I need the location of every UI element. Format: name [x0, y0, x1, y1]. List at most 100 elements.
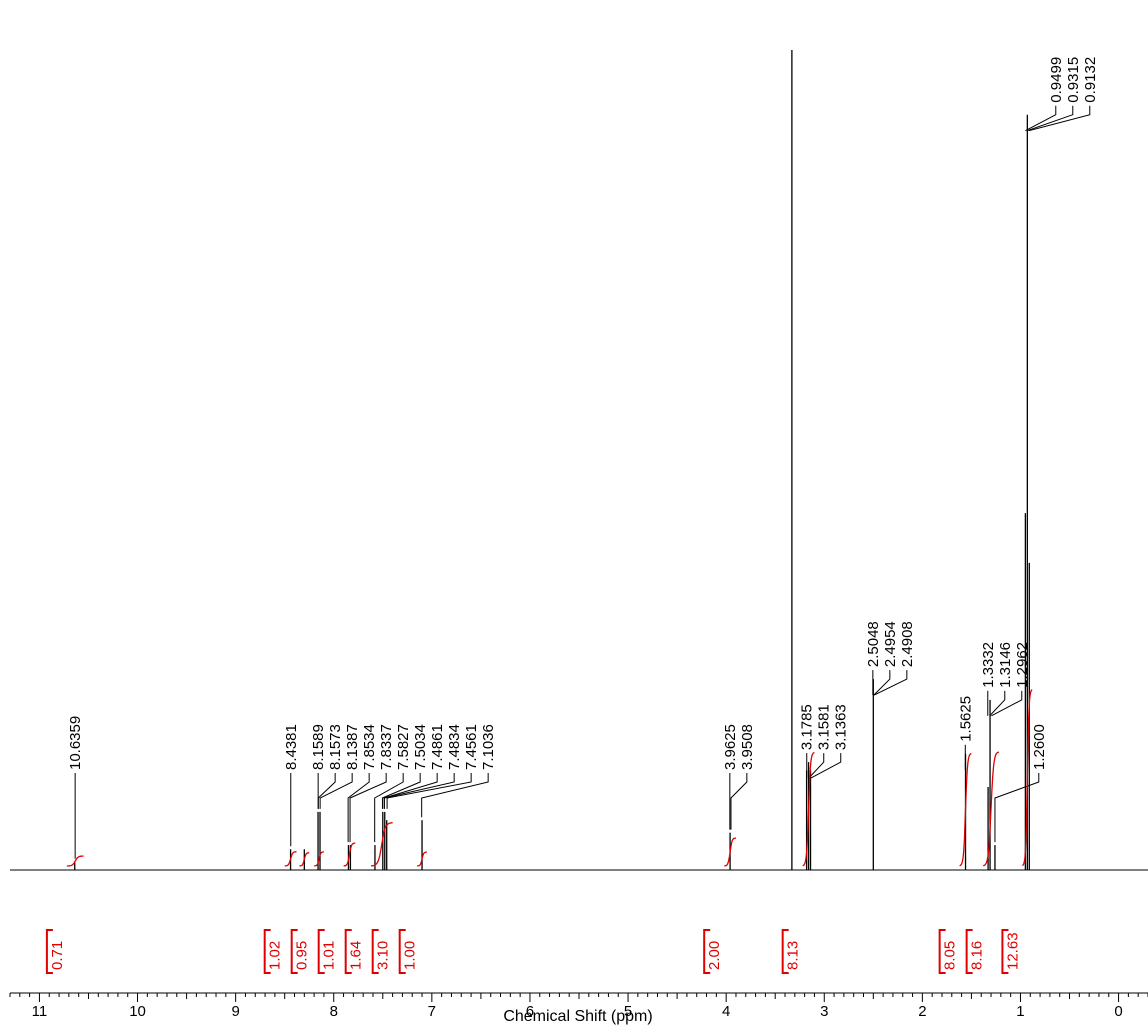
peak-label: 7.5827: [395, 724, 412, 770]
peak-leader: [381, 773, 421, 809]
peak-label: 3.1785: [799, 704, 816, 750]
integral-bracket: [398, 929, 406, 974]
peak-label: 1.3146: [997, 642, 1014, 688]
integral-curve: [1021, 689, 1033, 867]
x-tick-label: 6: [526, 1003, 534, 1020]
peak-label: 10.6359: [67, 716, 84, 770]
integral-curve: [959, 752, 972, 867]
integral-bracket: [703, 929, 711, 974]
peak-label: 7.8534: [361, 724, 378, 770]
peak-leader: [1027, 105, 1074, 132]
x-tick-label: 10: [129, 1003, 146, 1020]
peak-leader: [989, 690, 1006, 717]
peak-label: 3.1581: [816, 704, 833, 750]
x-tick-label: 7: [428, 1003, 436, 1020]
integral-bracket: [317, 929, 325, 974]
x-tick-label: 1: [1016, 1003, 1024, 1020]
integral-label: 8.13: [785, 941, 802, 970]
peak-label: 2.5048: [865, 621, 882, 667]
x-tick-label: 2: [918, 1003, 926, 1020]
integral-bracket: [781, 929, 789, 974]
peak-leader: [383, 773, 438, 809]
peak-leader: [349, 773, 387, 843]
peak-label: 3.9508: [739, 724, 756, 770]
peak-label: 7.8337: [378, 724, 395, 770]
peak-leader: [383, 773, 455, 809]
x-tick-label: 3: [820, 1003, 828, 1020]
integral-label: 1.00: [402, 941, 419, 970]
integral-bracket: [938, 929, 946, 974]
peak-label: 1.2600: [1031, 724, 1048, 770]
peak-label: 7.1036: [480, 724, 497, 770]
x-tick-label: 11: [32, 1003, 48, 1020]
integral-curve: [416, 851, 428, 867]
integral-label: 12.63: [1004, 932, 1021, 970]
peak-label: 7.4561: [463, 724, 480, 770]
peak-label: 7.4861: [429, 724, 446, 770]
peak-leader: [810, 753, 842, 779]
integral-bracket: [263, 929, 271, 974]
integral-curve: [284, 851, 297, 867]
integral-curve: [66, 855, 84, 867]
peak-leader: [1028, 105, 1091, 132]
peak-label: 8.1387: [344, 724, 361, 770]
peak-label: 1.3332: [980, 642, 997, 688]
x-axis-title: Chemical Shift (ppm): [503, 1008, 652, 1025]
peak-leader: [873, 670, 908, 696]
peak-label: 0.9315: [1065, 57, 1082, 103]
x-tick-label: 4: [722, 1003, 730, 1020]
integral-label: 1.64: [348, 941, 365, 970]
x-tick-label: 5: [624, 1003, 632, 1020]
peak-leader: [421, 773, 489, 818]
peak-label: 1.2962: [1014, 642, 1031, 688]
integral-label: 1.02: [267, 941, 284, 970]
peak-label: 8.1573: [327, 724, 344, 770]
integral-label: 1.01: [321, 941, 338, 970]
x-tick-label: 9: [231, 1003, 239, 1020]
integral-curve: [343, 842, 356, 867]
peak-label: 2.4954: [882, 621, 899, 667]
peak-label: 0.9499: [1048, 57, 1065, 103]
integral-curve: [983, 751, 1000, 867]
integral-bracket: [45, 929, 53, 974]
peak-leader: [873, 670, 891, 696]
integral-label: 0.71: [49, 941, 66, 970]
peak-label: 1.5625: [957, 696, 974, 742]
peak-label: 3.1363: [833, 704, 850, 750]
integral-bracket: [290, 929, 298, 974]
integral-label: 0.95: [294, 941, 311, 970]
peak-leader: [994, 773, 1040, 843]
peak-leader: [319, 773, 353, 809]
integral-curve: [299, 852, 310, 867]
x-tick-label: 0: [1114, 1003, 1122, 1020]
integral-label: 2.00: [706, 941, 723, 970]
integral-curve: [802, 751, 815, 867]
peak-label: 3.9625: [722, 724, 739, 770]
peak-leader: [808, 753, 825, 779]
integral-bracket: [965, 929, 973, 974]
integral-label: 8.05: [942, 941, 959, 970]
peak-leader: [991, 690, 1023, 717]
peak-leader: [730, 773, 748, 830]
peak-label: 7.4834: [446, 724, 463, 770]
peak-label: 0.9132: [1082, 57, 1099, 103]
integral-curve: [313, 851, 324, 867]
peak-leader: [386, 773, 472, 809]
integral-bracket: [371, 929, 379, 974]
peak-leader: [374, 773, 404, 843]
peak-label: 7.5034: [412, 724, 429, 770]
integral-label: 8.16: [969, 941, 986, 970]
peak-label: 8.4381: [283, 724, 300, 770]
peak-label: 2.4908: [899, 621, 916, 667]
peak-leader: [317, 773, 336, 809]
peak-leader: [1025, 105, 1057, 132]
integral-curve: [370, 822, 393, 867]
peak-label: 8.1589: [310, 724, 327, 770]
integral-curve: [724, 837, 736, 867]
integral-label: 3.10: [375, 941, 392, 970]
x-tick-label: 8: [330, 1003, 338, 1020]
peak-leader: [347, 773, 370, 843]
integral-bracket: [1001, 929, 1009, 974]
